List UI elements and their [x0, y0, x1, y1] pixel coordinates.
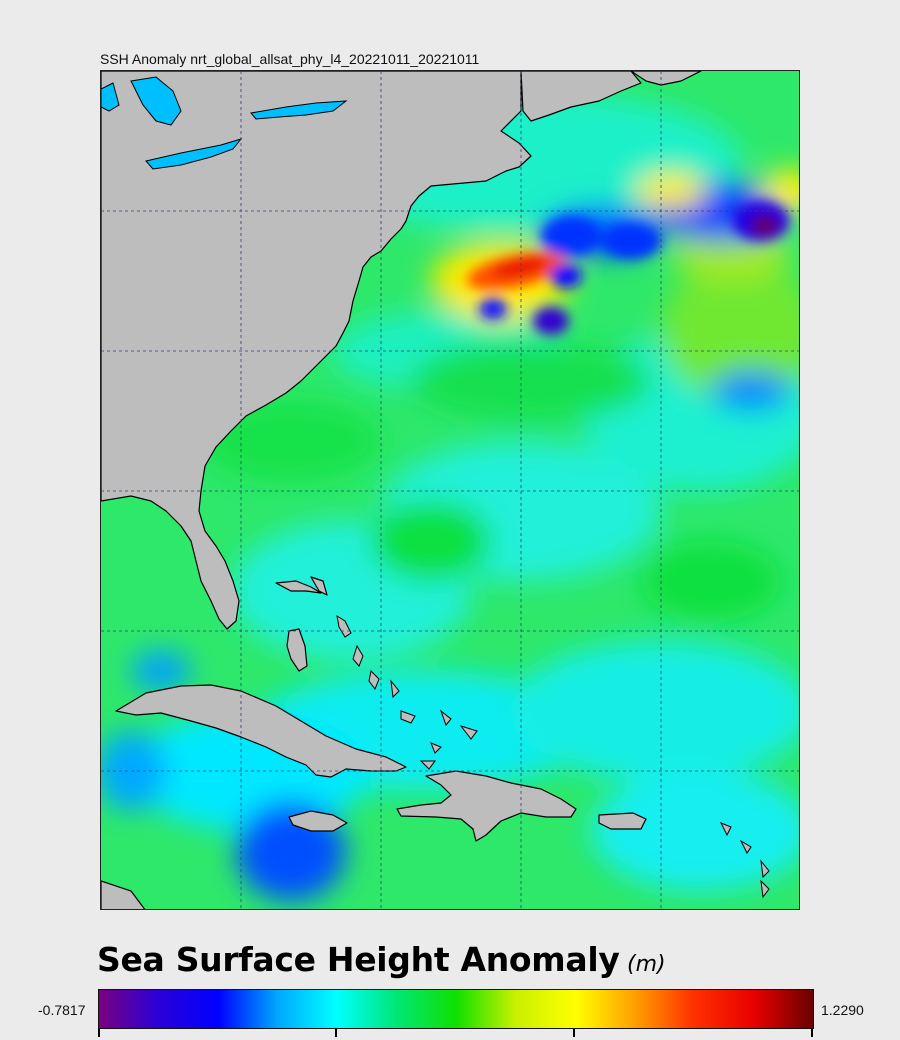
colorbar-min-label: -0.7817	[38, 1002, 86, 1018]
legend-title: Sea Surface Height Anomaly	[97, 940, 620, 979]
great-lakes	[101, 76, 348, 170]
nova-scotia-land	[520, 71, 642, 122]
small-islands	[336, 614, 770, 899]
lake-erie	[145, 138, 243, 170]
lake-ontario	[250, 100, 348, 120]
graticule	[101, 71, 799, 909]
colorbar-max-label: 1.2290	[821, 1002, 864, 1018]
colorbar-tick	[335, 1029, 337, 1037]
puerto-rico-land	[598, 812, 647, 830]
colorbar-tick	[811, 1029, 813, 1037]
colorbar	[98, 989, 814, 1029]
north-america-land	[101, 71, 532, 630]
jamaica-land	[288, 810, 348, 832]
hispaniola-land	[396, 770, 577, 842]
legend-units: (m)	[627, 952, 666, 977]
colorbar-tick	[98, 1029, 100, 1037]
lake-huron	[130, 76, 182, 126]
colorbar-tick	[573, 1029, 575, 1037]
map-title: SSH Anomaly nrt_global_allsat_phy_l4_202…	[100, 51, 480, 67]
land-masses	[101, 71, 702, 909]
ssh-anomaly-map	[100, 70, 800, 910]
